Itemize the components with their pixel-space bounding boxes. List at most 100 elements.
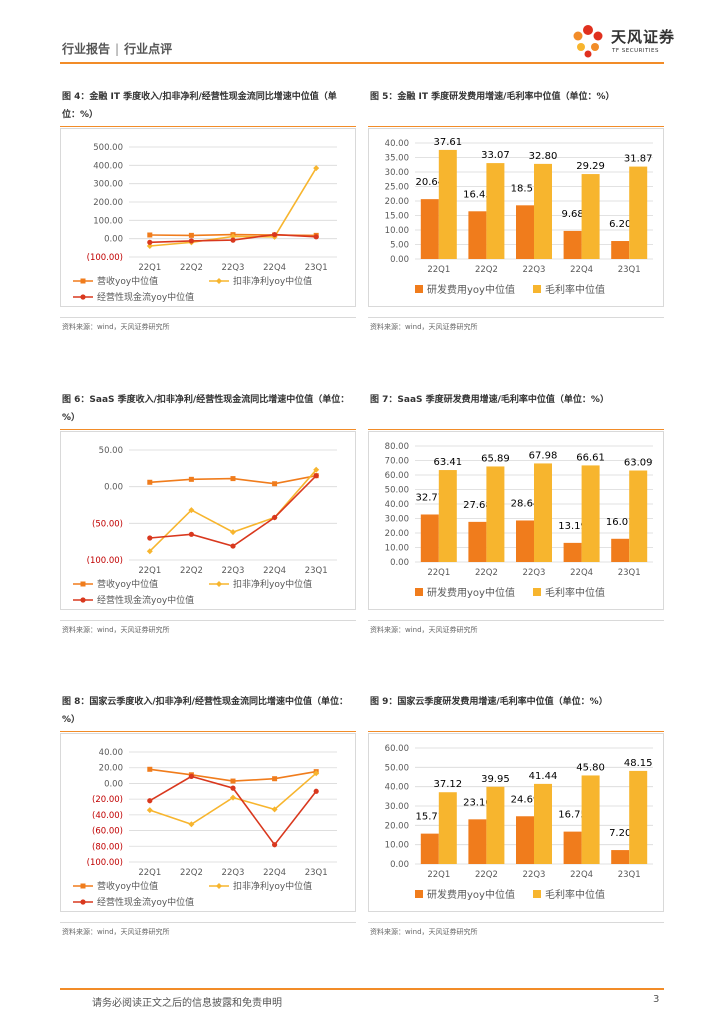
data-label: 37.12	[433, 779, 462, 790]
source-note: 资料来源：wind，天风证券研究所	[370, 323, 478, 331]
legend-marker	[216, 883, 222, 889]
data-label: 16.75	[558, 810, 587, 821]
bar	[581, 775, 600, 864]
y-tick-label: 50.00	[385, 763, 409, 773]
x-tick-label: 23Q1	[618, 870, 641, 880]
bar	[629, 166, 648, 259]
x-tick-label: 22Q1	[427, 265, 450, 275]
data-label: 48.15	[624, 758, 653, 769]
data-point	[230, 233, 236, 240]
data-point	[230, 785, 236, 791]
chart-container: 50.00 0.00 (50.00) (100.00) 22Q1 22Q2 22Q3 22Q4…	[60, 431, 356, 610]
x-tick-label: 22Q2	[180, 566, 203, 576]
figure-6: 图 6：SaaS 季度收入/扣非净利/经营性现金流同比增速中位值（单位：%） 5…	[60, 391, 356, 641]
figure-title: 图 5：金融 IT 季度研发费用增速/毛利率中位值（单位：%）	[370, 92, 615, 102]
page-number: 3	[653, 994, 660, 1005]
data-point	[313, 788, 319, 794]
logo-name: 天风证券	[611, 28, 676, 46]
y-tick-label: 200.00	[93, 198, 123, 208]
bar	[534, 783, 552, 864]
y-tick-label: 20.00	[385, 821, 409, 831]
y-tick-label: 25.00	[385, 183, 409, 193]
y-tick-label: 20.00	[385, 529, 409, 539]
chart-container: 60.00 50.00 40.00 30.00 20.00 10.00 0.00 22Q1 22…	[368, 733, 664, 912]
line-chart: 40.00 20.00 0.00 (20.00) (40.00) (60.00) (80.0…	[73, 748, 337, 908]
data-label: 31.87	[624, 154, 653, 165]
data-label: 13.19	[558, 521, 587, 532]
y-tick-label: 0.00	[104, 235, 123, 245]
data-point	[230, 543, 236, 549]
data-label: 16.45	[463, 189, 492, 200]
data-point	[188, 773, 194, 779]
x-tick-label: 22Q3	[222, 263, 245, 273]
y-tick-label: (20.00)	[92, 795, 123, 805]
logo-petal	[593, 31, 603, 41]
data-label: 32.80	[529, 151, 558, 162]
chart-container: 40.00 35.00 30.00 25.00 20.00 15.00 10.00 5.00 0…	[368, 128, 664, 307]
legend-marker	[80, 597, 86, 603]
figure-title: 图 7：SaaS 季度研发费用增速/毛利率中位值（单位：%）	[370, 395, 609, 405]
y-tick-label: 40.00	[385, 500, 409, 510]
y-tick-label: 300.00	[93, 180, 123, 190]
x-tick-label: 23Q1	[305, 263, 328, 273]
x-tick-label: 23Q1	[305, 566, 328, 576]
y-tick-label: 100.00	[93, 216, 123, 226]
y-tick-label: 60.00	[385, 744, 409, 754]
y-tick-label: 10.00	[385, 544, 409, 554]
figure-4: 图 4：金融 IT 季度收入/扣非净利/经营性现金流同比增速中位值（单位：%） …	[60, 88, 356, 338]
x-tick-label: 22Q2	[475, 870, 498, 880]
x-tick-label: 23Q1	[618, 568, 641, 578]
legend-marker	[80, 581, 86, 587]
y-tick-label: 60.00	[385, 471, 409, 481]
bar	[611, 241, 630, 259]
source-note: 资料来源：wind，天风证券研究所	[62, 626, 170, 634]
data-point	[146, 243, 153, 249]
logo-petal	[591, 43, 599, 51]
x-tick-label: 22Q2	[180, 868, 203, 878]
data-label: 20.64	[415, 177, 444, 188]
legend-swatch	[415, 588, 423, 596]
legend-label: 营收yoy中位值	[97, 275, 158, 287]
x-tick-label: 22Q3	[222, 566, 245, 576]
figure-title: 图 4：金融 IT 季度收入/扣非净利/经营性现金流同比增速中位值（单位：%）	[62, 92, 337, 120]
bar	[563, 831, 582, 864]
x-tick-label: 22Q4	[263, 263, 286, 273]
logo-petal	[583, 25, 593, 35]
legend-swatch	[533, 588, 541, 596]
x-tick-label: 22Q1	[427, 568, 450, 578]
line-chart: 500.00 400.00 300.00 200.00 100.00 0.00 (100.0…	[73, 143, 337, 303]
report-section: 行业报告	[62, 42, 111, 56]
x-tick-label: 22Q2	[180, 263, 203, 273]
bar	[438, 149, 457, 259]
data-label: 45.80	[576, 762, 605, 773]
x-tick-label: 22Q3	[222, 868, 245, 878]
figure-title-rule	[60, 731, 356, 732]
chart-container: 80.00 70.00 60.00 50.00 40.00 30.00 20.00 10.00…	[368, 431, 664, 610]
source-rule	[368, 620, 664, 621]
y-tick-label: 20.00	[99, 764, 123, 774]
data-point	[272, 481, 278, 487]
figure-title-rule	[368, 429, 664, 430]
data-point	[188, 476, 194, 482]
bar	[486, 786, 505, 864]
data-label: 63.09	[624, 458, 653, 469]
source-rule	[60, 317, 356, 318]
bar	[420, 514, 439, 562]
data-point	[313, 234, 319, 240]
bar	[486, 163, 505, 259]
report-header: 行业报告 | 行业点评	[62, 40, 172, 57]
bar	[611, 538, 630, 562]
figure-title-rule	[60, 429, 356, 430]
logo-petal	[584, 50, 592, 58]
y-tick-label: 5.00	[390, 241, 409, 251]
y-tick-label: 0.00	[104, 483, 123, 493]
y-tick-label: (100.00)	[87, 858, 123, 868]
data-point	[147, 535, 153, 541]
bar	[438, 470, 457, 562]
legend-label: 经营性现金流yoy中位值	[97, 594, 194, 606]
legend-label: 营收yoy中位值	[97, 880, 158, 892]
data-point	[230, 778, 236, 784]
bar	[420, 199, 439, 259]
bar	[534, 463, 552, 562]
x-tick-label: 22Q1	[138, 566, 161, 576]
